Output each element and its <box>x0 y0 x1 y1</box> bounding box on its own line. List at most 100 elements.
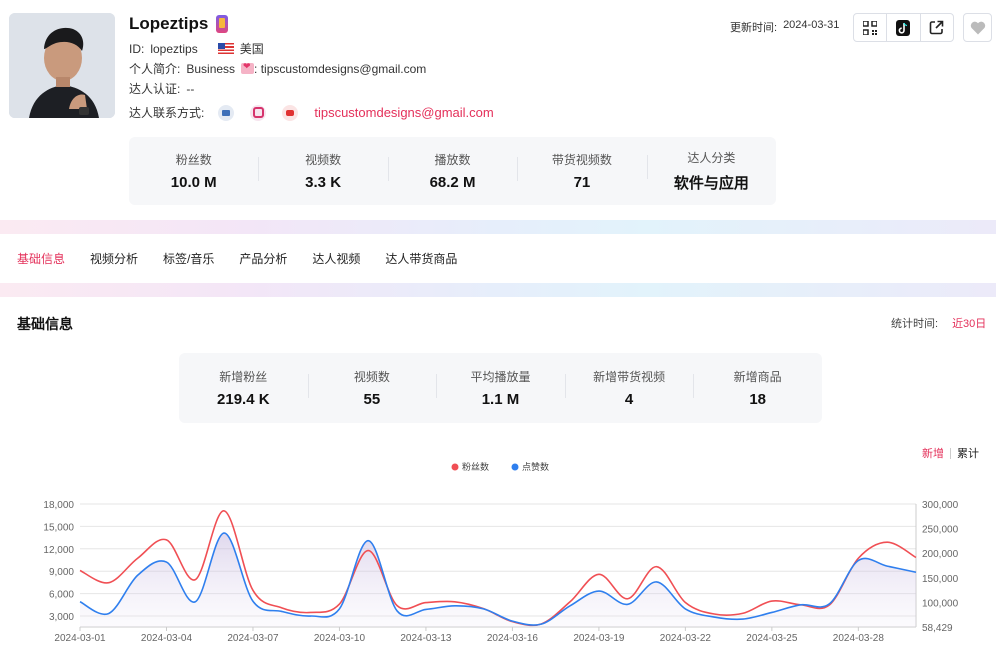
update-time: 更新时间: 2024-03-31 <box>730 19 839 35</box>
metric-label: 新增粉丝 <box>219 370 268 384</box>
tab-basic-info[interactable]: 基础信息 <box>17 252 66 266</box>
x-tick-label: 2024-03-28 <box>833 633 885 644</box>
action-button-group <box>853 13 954 42</box>
x-tick-label: 2024-03-22 <box>660 633 712 644</box>
tiktok-button[interactable] <box>887 14 921 41</box>
creator-id-row: ID: lopeztips 美国 <box>129 40 264 57</box>
metric-value: 219.4 K <box>217 391 270 408</box>
id-value: lopeztips <box>150 41 198 56</box>
toggle-new[interactable]: 新增 <box>922 448 944 460</box>
update-date: 2024-03-31 <box>783 19 840 31</box>
tab-bar: 基础信息 视频分析 标签/音乐 产品分析 达人视频 达人带货商品 <box>17 250 457 267</box>
x-tick-label: 2024-03-13 <box>400 633 452 644</box>
stat-value: 10.0 M <box>170 174 217 191</box>
y-right-tick-label: 200,000 <box>922 549 959 560</box>
contact-row: 达人联系方式: tipscustomdesigns@gmail.com <box>129 104 494 121</box>
id-label: ID: <box>129 41 145 56</box>
stat-label: 达人分类 <box>687 151 736 165</box>
creator-name: Lopeztips <box>129 14 209 33</box>
open-external-button[interactable] <box>921 14 953 41</box>
stat-value: 68.2 M <box>429 174 476 191</box>
avatar-portrait <box>9 13 115 118</box>
metric-label: 新增商品 <box>733 370 782 384</box>
metric-value: 1.1 M <box>481 391 520 408</box>
qr-code-icon <box>863 20 878 35</box>
metric-label: 新增带货视频 <box>593 370 666 384</box>
metric-new-commerce-videos: 新增带货视频 4 <box>564 368 694 408</box>
stat-label: 粉丝数 <box>175 153 212 167</box>
x-tick-label: 2024-03-10 <box>314 633 366 644</box>
period-metrics-card: 新增粉丝 219.4 K 视频数 55 平均播放量 1.1 M 新增带货视频 4… <box>179 353 822 423</box>
trend-chart: 18,000 15,000 12,000 9,000 6,000 3,000 300,000… <box>43 461 959 644</box>
qr-code-button[interactable] <box>854 14 888 41</box>
legend-label: 粉丝数 <box>462 461 489 472</box>
favorite-button[interactable] <box>963 13 992 42</box>
mobile-phone-icon <box>216 15 229 33</box>
x-tick-label: 2024-03-16 <box>487 633 539 644</box>
stat-label: 带货视频数 <box>551 153 612 167</box>
stat-videos: 视频数 3.3 K <box>258 151 387 191</box>
instagram-icon[interactable] <box>250 104 267 121</box>
tab-tags-music[interactable]: 标签/音乐 <box>163 252 215 266</box>
avatar <box>9 13 115 118</box>
x-tick-label: 2024-03-19 <box>573 633 625 644</box>
youtube-icon[interactable] <box>282 104 299 121</box>
region-value: 美国 <box>239 42 264 56</box>
likes-series-line <box>79 532 917 626</box>
stat-value: 3.3 K <box>305 174 342 191</box>
y-right-tick-label: 100,000 <box>922 598 959 609</box>
x-tick-label: 2024-03-07 <box>227 633 279 644</box>
heart-letter-icon <box>241 61 255 74</box>
toggle-divider <box>950 447 951 459</box>
stat-period: 统计时间: 近30日 <box>891 315 986 331</box>
tab-video-analysis[interactable]: 视频分析 <box>90 252 139 266</box>
likes-area <box>80 533 916 627</box>
y-left-tick-label: 15,000 <box>43 522 74 533</box>
external-link-icon <box>930 20 944 35</box>
y-left-tick-label: 3,000 <box>49 612 74 623</box>
tab-product-analysis[interactable]: 产品分析 <box>239 252 288 266</box>
metric-value: 55 <box>363 391 381 408</box>
mail-icon[interactable] <box>218 104 235 121</box>
y-left-tick-label: 12,000 <box>43 545 74 556</box>
x-tick-label: 2024-03-01 <box>54 633 106 644</box>
heart-icon <box>970 21 985 34</box>
tab-creator-products[interactable]: 达人带货商品 <box>385 252 458 266</box>
bio-prefix: Business <box>186 61 236 76</box>
metric-new-products: 新增商品 18 <box>693 368 822 408</box>
stat-commerce-videos: 带货视频数 71 <box>517 151 646 191</box>
metric-avg-plays: 平均播放量 1.1 M <box>436 368 565 408</box>
y-right-tick-label: 150,000 <box>922 574 959 585</box>
metric-value: 4 <box>624 391 634 408</box>
stat-label: 视频数 <box>305 153 342 167</box>
stat-period-selector[interactable]: 近30日 <box>952 318 987 330</box>
update-label: 更新时间: <box>730 22 778 34</box>
toggle-total[interactable]: 累计 <box>957 448 979 460</box>
stat-category: 达人分类 软件与应用 <box>646 149 776 193</box>
y-right-tick-label: 300,000 <box>922 500 959 511</box>
bio-row: 个人简介: Business : tipscustomdesigns@gmail… <box>129 60 426 77</box>
section-title: 基础信息 <box>17 316 73 332</box>
tab-creator-videos[interactable]: 达人视频 <box>312 252 361 266</box>
creator-stats-card: 粉丝数 10.0 M 视频数 3.3 K 播放数 68.2 M 带货视频数 71… <box>129 137 776 205</box>
legend-label: 点赞数 <box>522 461 549 472</box>
y-right-tick-label: 250,000 <box>922 525 959 536</box>
contact-label: 达人联系方式: <box>129 106 205 120</box>
y-left-tick-label: 9,000 <box>49 567 74 578</box>
stat-value: 71 <box>573 174 591 191</box>
stat-value: 软件与应用 <box>673 175 749 192</box>
stat-label: 播放数 <box>434 153 471 167</box>
gradient-divider <box>0 283 996 297</box>
contact-email-link[interactable]: tipscustomdesigns@gmail.com <box>314 105 494 120</box>
legend-marker <box>511 463 519 471</box>
x-tick-label: 2024-03-25 <box>746 633 798 644</box>
y-left-tick-label: 18,000 <box>43 500 74 511</box>
cert-value: -- <box>186 81 195 96</box>
cert-label: 达人认证: <box>129 82 181 96</box>
cert-row: 达人认证: -- <box>129 80 194 97</box>
legend-marker <box>451 463 459 471</box>
us-flag-icon <box>217 43 234 54</box>
metric-value: 18 <box>749 391 767 408</box>
metric-label: 平均播放量 <box>470 370 531 384</box>
metric-label: 视频数 <box>353 370 390 384</box>
